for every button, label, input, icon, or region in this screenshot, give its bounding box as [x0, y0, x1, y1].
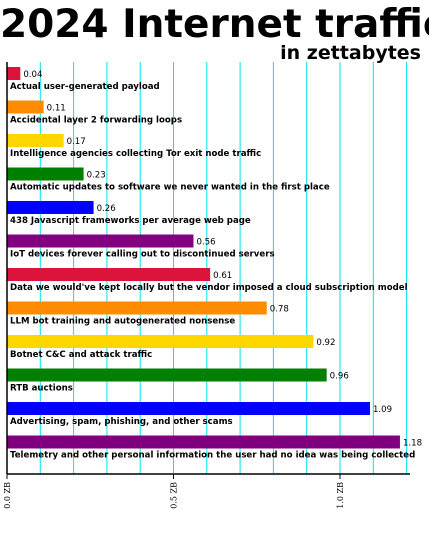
value-label-10: 0.96	[330, 372, 349, 382]
value-label-6: 0.56	[196, 238, 215, 248]
bar-3	[7, 134, 64, 147]
category-label-3: Intelligence agencies collecting Tor exi…	[10, 149, 261, 159]
category-label-2: Accidental layer 2 forwarding loops	[10, 116, 182, 126]
category-label-6: IoT devices forever calling out to disco…	[10, 250, 275, 260]
category-label-7: Data we would've kept locally but the ve…	[10, 283, 408, 293]
value-label-8: 0.78	[270, 305, 289, 315]
bar-7	[7, 268, 211, 281]
bar-11	[7, 402, 370, 415]
category-label-4: Automatic updates to software we never w…	[10, 183, 330, 193]
category-label-11: Advertising, spam, phishing, and other s…	[10, 417, 233, 427]
category-label-8: LLM bot training and autogenerated nonse…	[10, 317, 235, 327]
bar-8	[7, 301, 267, 315]
bar-10	[7, 368, 327, 382]
value-label-5: 0.26	[97, 204, 116, 214]
bar-1	[7, 67, 21, 80]
x-tick-label: 0.0 ZB	[3, 482, 12, 509]
value-label-2: 0.11	[47, 104, 66, 114]
category-label-12: Telemetry and other personal information…	[10, 451, 415, 461]
bar-4	[7, 167, 84, 181]
value-label-12: 1.18	[403, 439, 422, 449]
value-label-3: 0.17	[67, 137, 86, 147]
value-label-9: 0.92	[316, 338, 335, 348]
chart-subtitle: in zettabytes	[280, 42, 421, 64]
bar-9	[7, 335, 314, 348]
bar-6	[7, 234, 194, 248]
x-tick-label: 1.0 ZB	[336, 482, 345, 509]
category-label-10: RTB auctions	[10, 384, 73, 394]
x-tick-label: 0.5 ZB	[170, 482, 179, 509]
bar-12	[7, 435, 400, 449]
category-label-5: 438 Javascript frameworks per average we…	[10, 216, 251, 226]
value-label-11: 1.09	[373, 405, 392, 415]
bar-2	[7, 100, 44, 114]
value-label-4: 0.23	[87, 171, 106, 181]
category-label-9: Botnet C&C and attack traffic	[10, 350, 152, 360]
value-label-7: 0.61	[213, 271, 232, 281]
bar-5	[7, 201, 94, 214]
value-label-1: 0.04	[23, 70, 42, 80]
category-label-1: Actual user-generated payload	[10, 82, 160, 92]
chart-title: 2024 Internet traffic	[0, 2, 429, 47]
